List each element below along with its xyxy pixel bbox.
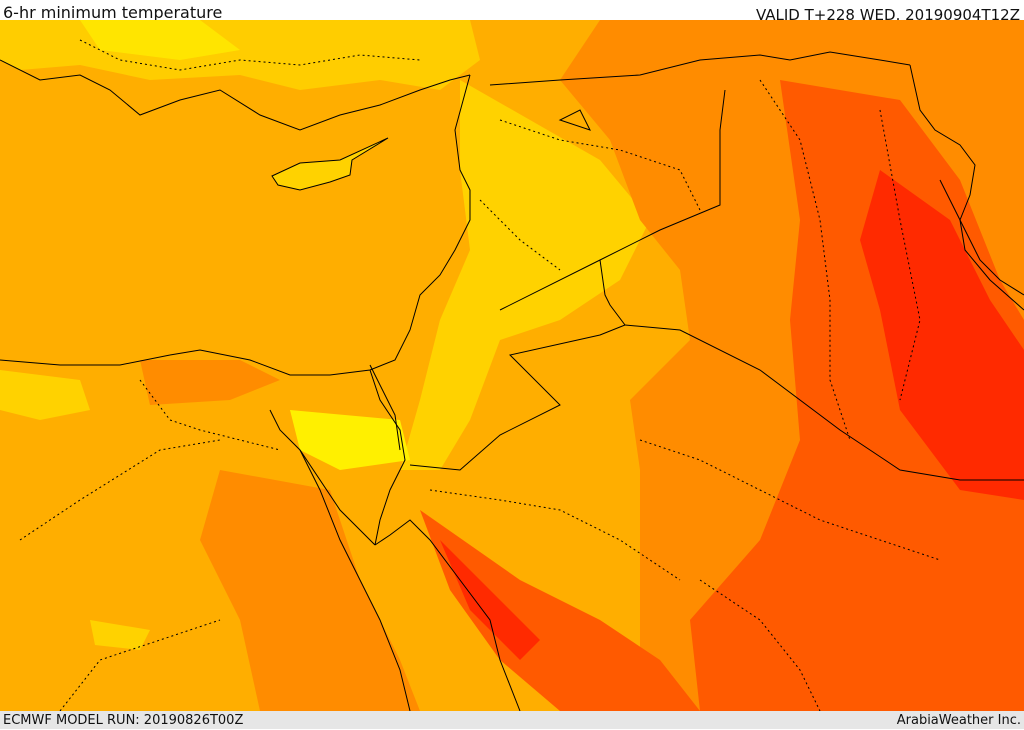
mesopotamia-hottest-zone (860, 170, 1024, 500)
anatolia-cool-zone (80, 20, 240, 60)
coastlines (0, 59, 1024, 711)
admin-boundaries (19, 39, 941, 711)
temperature-map (0, 20, 1024, 711)
nile-delta-zone (140, 360, 280, 405)
red-sea-coast-hot-patch (440, 540, 540, 660)
hejaz-hot-zone (420, 510, 700, 711)
valid-time: VALID T+228 WED. 20190904T12Z (755, 6, 1020, 24)
libya-coast-zone (0, 370, 90, 420)
map-title: 6-hr minimum temperature (3, 3, 223, 22)
red-sea-hills-zone (200, 470, 420, 711)
levant-zone (400, 80, 650, 470)
model-run-label: ECMWF MODEL RUN: 20190826T00Z (3, 713, 244, 728)
cyprus-island (271, 137, 389, 191)
map-footer (0, 711, 1024, 729)
credit-label: ArabiaWeather Inc. (896, 713, 1021, 728)
map-header (0, 0, 1024, 20)
sinai-cool-zone (290, 410, 410, 470)
borders (369, 51, 1024, 481)
sudan-cool-patch (90, 620, 150, 650)
